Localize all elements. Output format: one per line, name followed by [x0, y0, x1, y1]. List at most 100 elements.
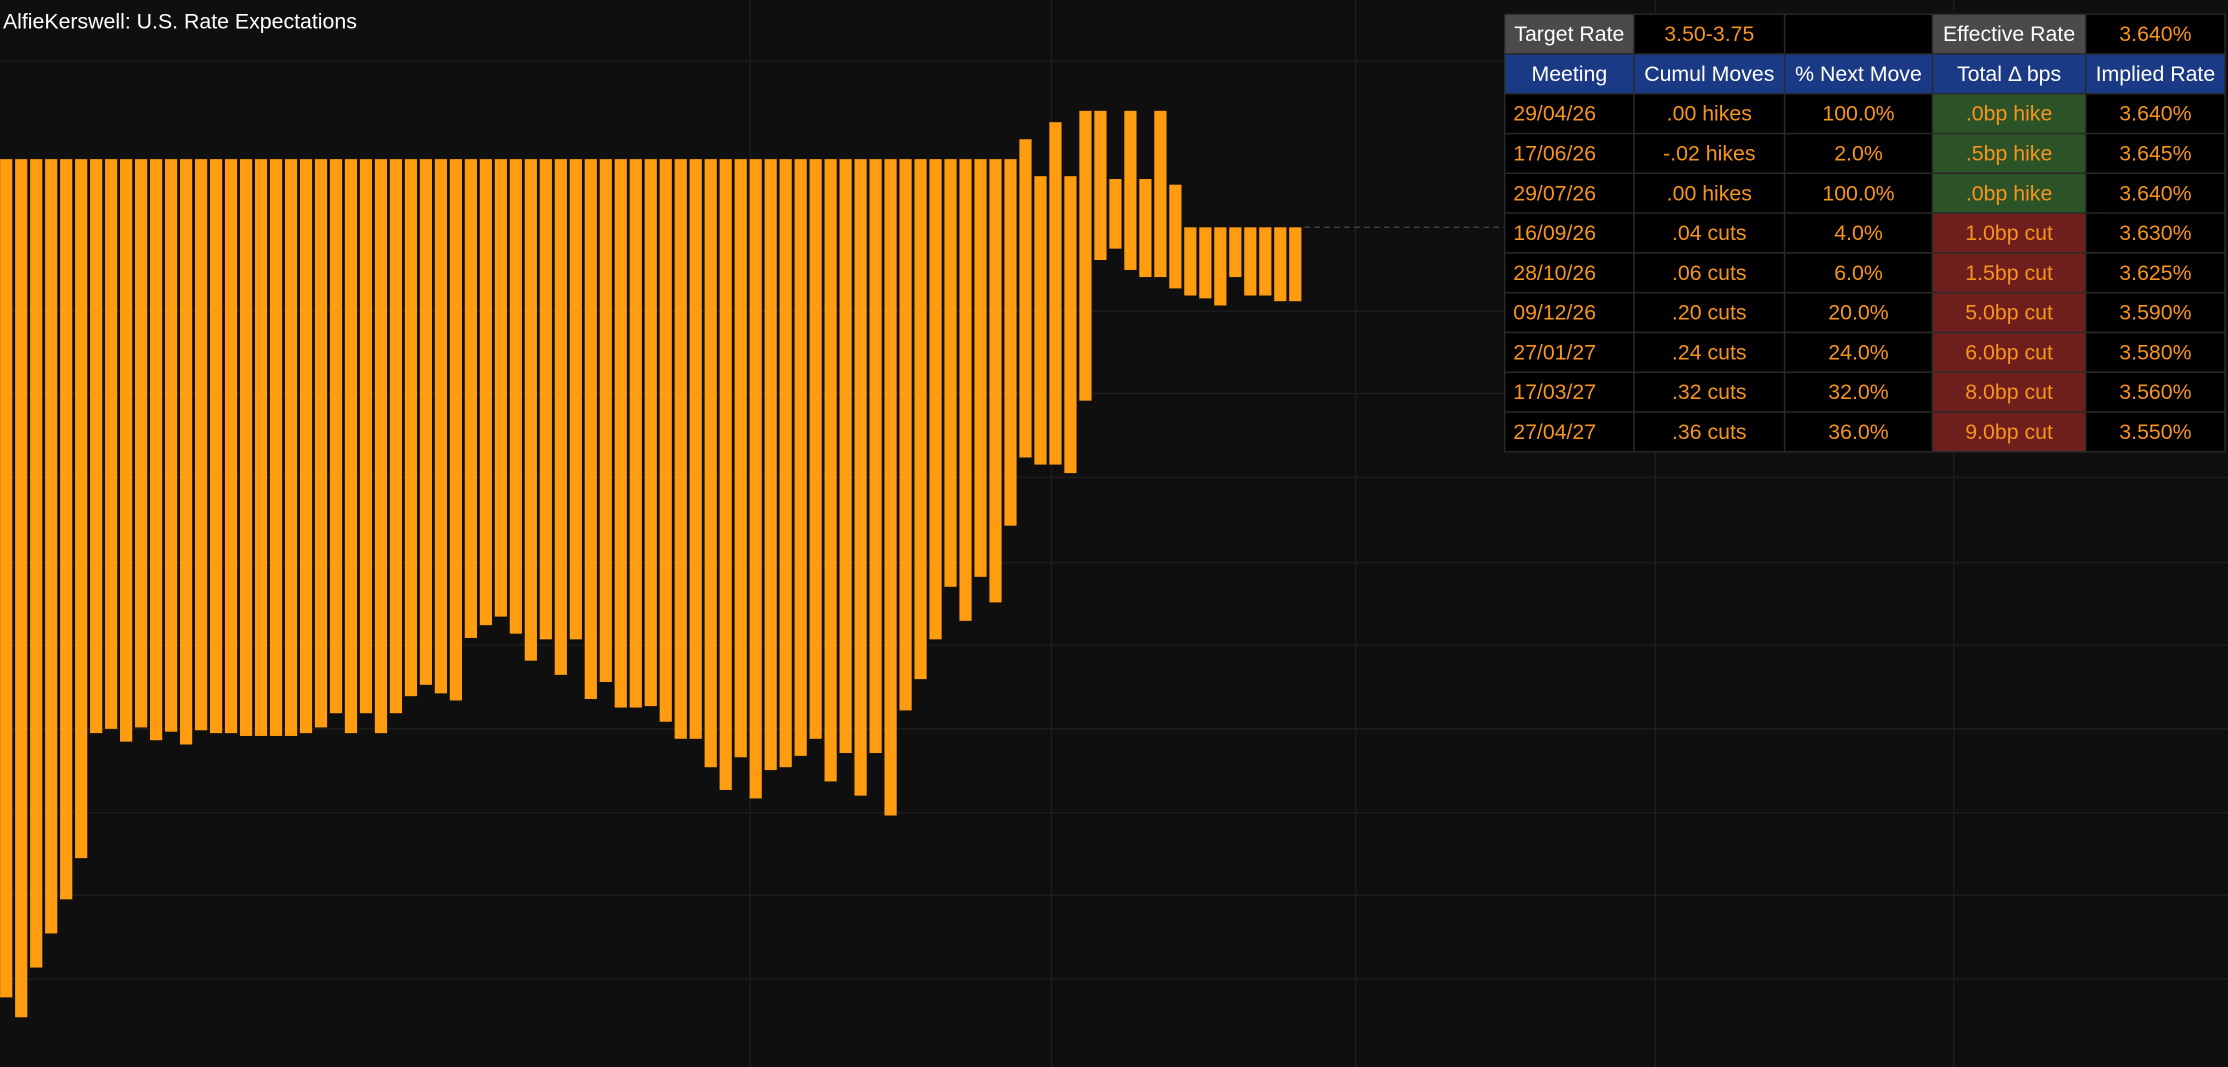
cell-text: 3.550% — [2119, 420, 2191, 444]
table-cell — [1931, 331, 2087, 373]
bar — [419, 159, 433, 685]
bar — [1034, 176, 1047, 465]
cell-text: 8.0bp cut — [1965, 380, 2053, 404]
table: Target Rate 3.50-3.75 Effective Rate 3.640%… — [1504, 13, 2226, 453]
bar — [344, 159, 358, 734]
bar — [794, 159, 807, 756]
bar — [1244, 227, 1257, 296]
bar — [779, 159, 792, 768]
cell-text: Total Δ bps — [1957, 62, 2061, 86]
cell-text: 100.0% — [1822, 102, 1894, 126]
table-cell — [1783, 13, 1934, 55]
bar — [224, 159, 238, 734]
cell-text: 6.0bp cut — [1965, 340, 2053, 364]
cell-text: -.02 hikes — [1663, 141, 1755, 165]
bar — [1124, 110, 1137, 270]
bar — [30, 159, 43, 968]
bar — [809, 159, 822, 739]
bar — [599, 159, 612, 682]
bar — [629, 159, 642, 708]
bar — [164, 159, 178, 732]
bar — [449, 159, 463, 701]
bar — [1079, 110, 1092, 401]
cell-text: 3.625% — [2119, 261, 2191, 285]
bar — [314, 159, 328, 728]
cell-text: .32 cuts — [1672, 380, 1747, 404]
bar — [644, 159, 657, 707]
bar — [539, 159, 552, 640]
bar — [614, 159, 627, 708]
bar — [1274, 227, 1287, 302]
cell-text: 24.0% — [1828, 340, 1888, 364]
bar — [854, 159, 867, 796]
bar — [1229, 227, 1242, 278]
bar — [404, 159, 418, 697]
bar — [1184, 227, 1197, 296]
table-cell — [1504, 371, 1635, 413]
bar — [494, 159, 507, 617]
table-cell — [1504, 13, 1635, 55]
bar — [1064, 176, 1077, 474]
table-cell — [1931, 411, 2087, 453]
cell-text: 100.0% — [1822, 181, 1894, 205]
bar — [704, 159, 717, 768]
cell-text: .36 cuts — [1672, 420, 1747, 444]
bar — [1004, 159, 1017, 526]
cell-text: 6.0% — [1834, 261, 1883, 285]
bar — [869, 159, 882, 754]
bar — [359, 159, 373, 714]
bar — [389, 159, 403, 714]
table-cell — [1504, 411, 1635, 453]
table-cell — [1633, 411, 1786, 453]
table-cell — [1783, 132, 1934, 175]
cell-text: 3.640% — [2119, 181, 2191, 205]
bar — [659, 159, 672, 722]
bar — [1169, 184, 1182, 289]
table-cell — [1931, 212, 2087, 254]
cell-text: .0bp hike — [1966, 102, 2052, 126]
cell-text: .0bp hike — [1966, 181, 2052, 205]
bar — [824, 159, 837, 782]
bar — [569, 159, 582, 640]
cell-text: 27/01/27 — [1513, 340, 1596, 364]
bar — [479, 159, 492, 626]
cell-text: 3.645% — [2119, 141, 2191, 165]
bars — [0, 110, 1302, 1018]
bar — [374, 159, 388, 734]
bar — [239, 159, 253, 736]
table-cell — [1504, 331, 1635, 373]
bar — [284, 159, 298, 736]
table-cell — [2085, 331, 2226, 373]
cell-text: .5bp hike — [1966, 141, 2052, 165]
cell-text: 5.0bp cut — [1965, 301, 2053, 325]
cell-text: 20.0% — [1828, 301, 1888, 325]
table-cell — [2085, 93, 2226, 135]
bar — [135, 159, 148, 728]
cell-text: 3.640% — [2119, 22, 2191, 46]
bar — [944, 159, 957, 587]
bar — [749, 159, 762, 799]
cell-text: 32.0% — [1828, 380, 1888, 404]
bar — [959, 159, 972, 621]
cell-text: 16/09/26 — [1513, 221, 1596, 245]
bar — [734, 159, 747, 758]
bar — [1109, 179, 1122, 249]
table-cell — [1783, 252, 1934, 294]
bar — [45, 159, 58, 934]
cell-text: 29/04/26 — [1513, 102, 1596, 126]
bar — [254, 159, 268, 736]
table-cell — [1633, 13, 1786, 55]
bar — [150, 159, 163, 741]
table-cell — [2085, 132, 2226, 175]
table-cell — [2085, 252, 2226, 294]
cell-text: % Next Move — [1795, 62, 1922, 86]
table-cell — [1783, 411, 1934, 453]
bar — [974, 159, 987, 577]
bar — [105, 159, 118, 729]
bar — [269, 159, 283, 736]
cell-text: 9.0bp cut — [1965, 420, 2053, 444]
bar — [1139, 179, 1152, 278]
table-cell — [1504, 252, 1635, 294]
table-cell — [1633, 172, 1786, 214]
